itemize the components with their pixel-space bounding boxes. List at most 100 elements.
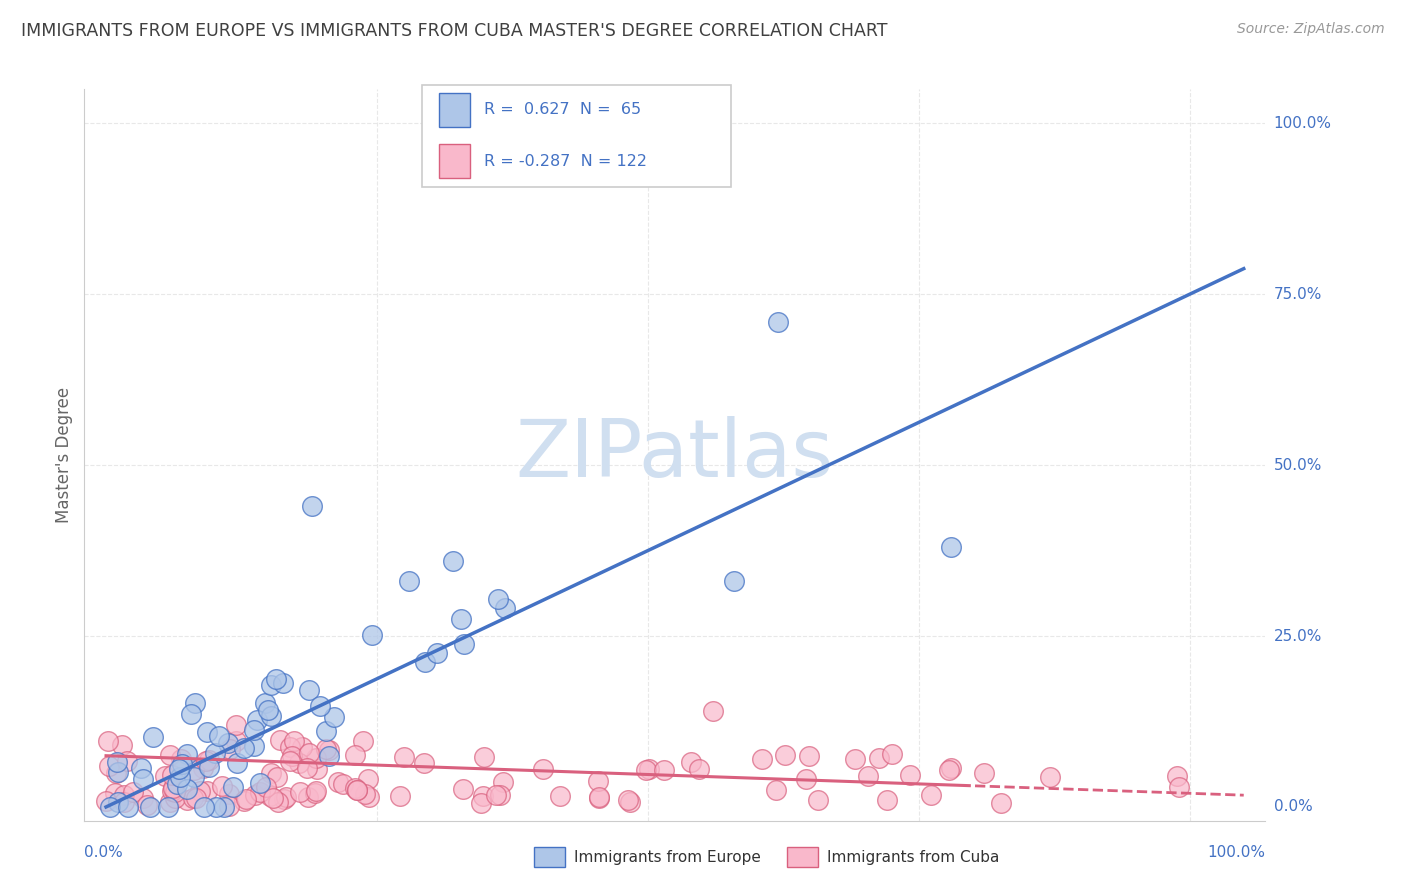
Point (548, 789, 571, 803)
Point (453, 637, 475, 651)
Point (117, 800, 139, 814)
Point (197, 753, 219, 767)
Point (298, 746, 321, 760)
Point (217, 736, 239, 750)
Point (107, 795, 129, 809)
Text: 100.0%: 100.0% (1274, 116, 1331, 131)
Point (167, 762, 190, 776)
Point (191, 761, 214, 775)
Point (180, 707, 202, 722)
Point (856, 769, 879, 783)
Point (121, 784, 143, 798)
Point (398, 574, 420, 589)
Point (163, 784, 186, 798)
Point (271, 676, 294, 690)
Point (186, 791, 208, 805)
Y-axis label: Master's Degree: Master's Degree (55, 387, 73, 523)
Point (211, 779, 233, 793)
Point (394, 749, 416, 764)
Point (305, 784, 328, 798)
Point (283, 734, 305, 748)
Text: 100.0%: 100.0% (1208, 846, 1265, 860)
Point (586, 774, 609, 789)
Point (1168, 780, 1191, 794)
Point (212, 800, 235, 814)
Point (225, 734, 247, 748)
Point (472, 750, 495, 764)
Point (1039, 770, 1062, 784)
Point (288, 785, 311, 799)
Point (104, 786, 127, 800)
Point (354, 787, 377, 801)
Point (588, 790, 610, 805)
Point (652, 763, 675, 777)
Point (616, 793, 638, 807)
Point (305, 762, 328, 776)
Point (794, 772, 817, 786)
Text: R = -0.287  N = 122: R = -0.287 N = 122 (484, 153, 647, 169)
Point (304, 786, 326, 800)
Point (797, 748, 820, 763)
Point (413, 756, 436, 771)
Point (278, 740, 301, 755)
Point (97, 759, 120, 773)
Point (112, 795, 135, 809)
Point (297, 790, 319, 805)
Point (204, 746, 226, 760)
Point (136, 797, 159, 812)
Point (295, 761, 318, 775)
Point (486, 591, 509, 606)
Point (105, 755, 128, 769)
Point (315, 724, 337, 739)
Point (195, 784, 218, 798)
Point (98, 800, 121, 814)
Point (193, 800, 215, 814)
Point (939, 761, 962, 775)
Text: 0.0%: 0.0% (1274, 799, 1312, 814)
Point (346, 782, 368, 797)
Point (305, 751, 328, 765)
Point (588, 790, 610, 805)
Point (183, 770, 205, 784)
Point (208, 730, 231, 744)
Point (281, 748, 304, 763)
Point (264, 673, 287, 687)
Point (450, 612, 472, 626)
Point (162, 780, 184, 795)
Point (266, 770, 288, 784)
Point (233, 741, 256, 756)
Point (343, 780, 366, 795)
Point (243, 723, 266, 737)
Point (233, 794, 256, 808)
Point (322, 710, 344, 724)
Point (176, 747, 198, 761)
Point (184, 696, 207, 710)
Point (328, 775, 350, 789)
Point (260, 766, 283, 780)
Point (309, 698, 332, 713)
Point (876, 793, 898, 807)
Point (162, 781, 184, 796)
Text: 0.0%: 0.0% (84, 846, 124, 860)
Point (115, 754, 138, 768)
Text: Source: ZipAtlas.com: Source: ZipAtlas.com (1237, 22, 1385, 37)
Point (162, 784, 184, 798)
Point (352, 734, 374, 748)
Point (132, 791, 155, 805)
Text: ZIPatlas: ZIPatlas (516, 416, 834, 494)
Point (222, 780, 245, 794)
Point (485, 788, 508, 802)
Text: 75.0%: 75.0% (1274, 286, 1322, 301)
Point (259, 709, 281, 723)
Point (218, 799, 240, 814)
Point (249, 784, 271, 798)
Point (938, 764, 960, 778)
Point (256, 703, 278, 717)
Point (181, 791, 204, 805)
Point (356, 772, 378, 787)
Point (807, 793, 830, 807)
Point (176, 781, 198, 796)
Point (249, 776, 271, 790)
Point (104, 765, 127, 780)
Point (343, 747, 366, 762)
